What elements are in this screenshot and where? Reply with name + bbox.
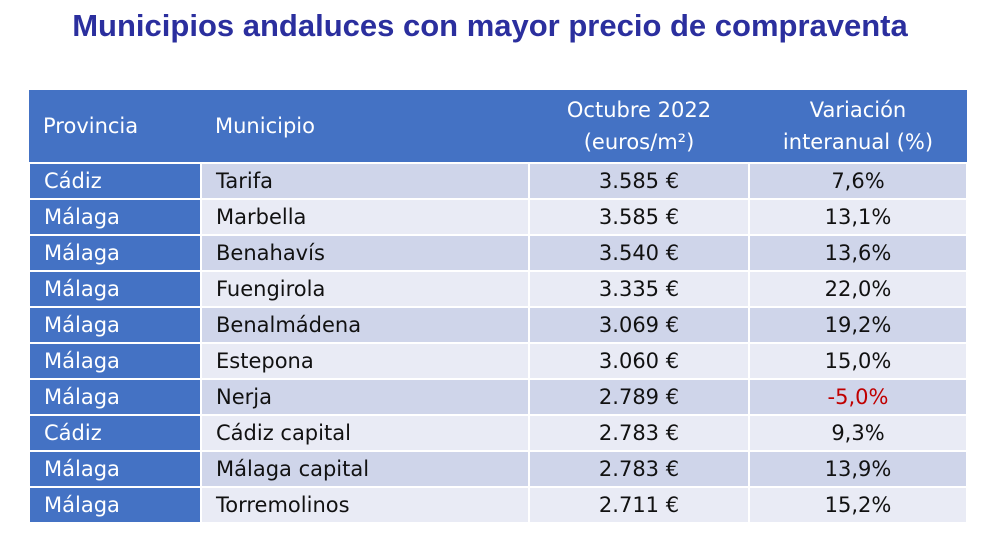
header-line: Octubre 2022 — [566, 98, 712, 122]
table-cell: 3.335 € — [528, 271, 750, 308]
table-row: Málaga Estepona 3.060 €15,0% — [28, 343, 968, 380]
table-cell: Málaga capital — [200, 451, 530, 488]
table-cell: Málaga — [28, 487, 202, 524]
table-cell: 3.585 € — [528, 163, 750, 200]
table-row: Málaga Nerja 2.789 € -5,0% — [28, 379, 968, 416]
table-cell: Fuengirola — [200, 271, 530, 308]
table-cell: 19,2% — [748, 307, 968, 344]
table-row: Málaga Málaga capital 2.783 €13,9% — [28, 451, 968, 488]
header-row: Provincia Municipio Octubre 2022 (euros/m²)… — [29, 90, 967, 164]
table-cell: -5,0% — [748, 379, 968, 416]
price-table: Provincia Municipio Octubre 2022 (euros/m²)… — [28, 90, 968, 524]
table-cell: 2.783 € — [528, 451, 750, 488]
table-cell: 22,0% — [748, 271, 968, 308]
table-cell: Málaga — [28, 343, 202, 380]
table-cell: 3.585 € — [528, 199, 750, 236]
table-body: Cádiz Tarifa 3.585 €7,6% Málaga Marbella 3.58… — [28, 163, 968, 524]
table-cell: Estepona — [200, 343, 530, 380]
table-row: Cádiz Tarifa 3.585 €7,6% — [28, 163, 968, 200]
table-cell: Torremolinos — [200, 487, 530, 524]
header-cell: Municipio — [201, 90, 529, 164]
table-row: Málaga Benalmádena 3.069 €19,2% — [28, 307, 968, 344]
table-row: Málaga Marbella 3.585 €13,1% — [28, 199, 968, 236]
table-cell: Málaga — [28, 199, 202, 236]
table-row: Málaga Torremolinos 2.711 €15,2% — [28, 487, 968, 524]
table-row: Cádiz Cádiz capital 2.783 €9,3% — [28, 415, 968, 452]
table-cell: Málaga — [28, 451, 202, 488]
table-cell: Cádiz — [28, 163, 202, 200]
header-cell: Variación interanual (%) — [749, 90, 967, 164]
table-cell: 3.069 € — [528, 307, 750, 344]
table-row: Málaga Fuengirola 3.335 €22,0% — [28, 271, 968, 308]
table-cell: 3.540 € — [528, 235, 750, 272]
table-cell: 13,9% — [748, 451, 968, 488]
header-line: interanual (%) — [782, 130, 934, 154]
header-line: Municipio — [215, 114, 315, 138]
table-cell: Málaga — [28, 235, 202, 272]
table-cell: 2.711 € — [528, 487, 750, 524]
table-cell: Benahavís — [200, 235, 530, 272]
title: Municipios andaluces con mayor precio de… — [72, 8, 908, 43]
table-cell: 2.783 € — [528, 415, 750, 452]
header-line: (euros/m²) — [583, 130, 695, 154]
table-cell: 3.060 € — [528, 343, 750, 380]
table-cell: Marbella — [200, 199, 530, 236]
table-cell: 13,6% — [748, 235, 968, 272]
header-line: Provincia — [43, 114, 139, 138]
header-cell: Octubre 2022 (euros/m²) — [529, 90, 749, 164]
table-cell: Cádiz — [28, 415, 202, 452]
table-cell: Benalmádena — [200, 307, 530, 344]
header-cell: Provincia — [29, 90, 201, 164]
table-cell: 13,1% — [748, 199, 968, 236]
table-cell: Cádiz capital — [200, 415, 530, 452]
table-cell: Nerja — [200, 379, 530, 416]
table-cell: Málaga — [28, 379, 202, 416]
table-cell: Tarifa — [200, 163, 530, 200]
header-line: Variación — [809, 98, 907, 122]
table-cell: Málaga — [28, 271, 202, 308]
table-row: Málaga Benahavís 3.540 €13,6% — [28, 235, 968, 272]
table-cell: 2.789 € — [528, 379, 750, 416]
table-cell: 7,6% — [748, 163, 968, 200]
table-cell: 15,2% — [748, 487, 968, 524]
table-cell: Málaga — [28, 307, 202, 344]
table-cell: 15,0% — [748, 343, 968, 380]
table-cell: 9,3% — [748, 415, 968, 452]
